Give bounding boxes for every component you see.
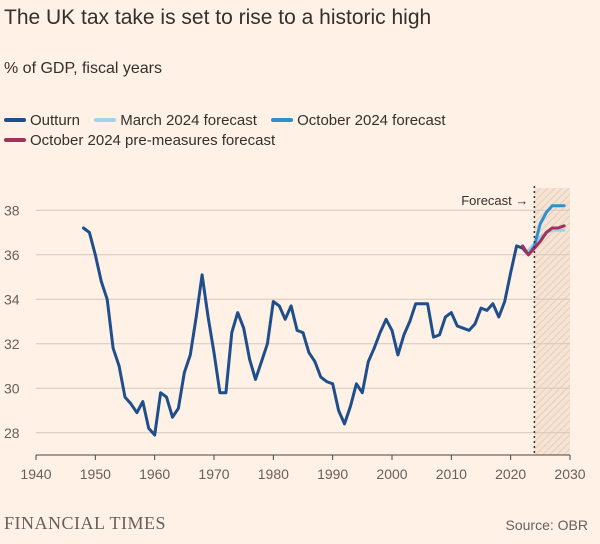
source-note: Source: OBR bbox=[505, 517, 588, 533]
x-tick-label: 2000 bbox=[376, 466, 407, 482]
y-tick-label: 30 bbox=[4, 380, 20, 396]
legend-label: Outturn bbox=[30, 112, 81, 129]
y-tick-label: 36 bbox=[4, 247, 20, 263]
chart-subtitle: % of GDP, fiscal years bbox=[4, 60, 162, 77]
line-chart: 28 30 32 34 36 38 1940 1950 1960 1970 1980 1990 200… bbox=[4, 186, 586, 482]
y-tick-label: 28 bbox=[4, 425, 20, 441]
x-tick-label: 1940 bbox=[20, 466, 51, 482]
x-tick-label: 2020 bbox=[495, 466, 526, 482]
legend-label: March 2024 forecast bbox=[120, 112, 257, 129]
forecast-annotation: Forecast → bbox=[461, 193, 528, 208]
x-tick-label: 1950 bbox=[80, 466, 111, 482]
legend-swatch bbox=[94, 118, 117, 123]
legend-item-october-2024-forecast: October 2024 forecast bbox=[271, 111, 446, 131]
chart-title: The UK tax take is set to rise to a hist… bbox=[4, 6, 432, 29]
legend-item-march-2024-forecast: March 2024 forecast bbox=[94, 111, 257, 131]
x-tick-label: 1990 bbox=[317, 466, 348, 482]
forecast-region bbox=[534, 188, 570, 455]
series-outturn bbox=[82, 226, 530, 437]
legend-swatch bbox=[4, 118, 26, 123]
x-tick-label: 2030 bbox=[554, 466, 585, 482]
x-tick-label: 2010 bbox=[436, 466, 467, 482]
y-tick-label: 32 bbox=[4, 336, 20, 352]
x-tick-label: 1960 bbox=[139, 466, 170, 482]
legend-item-october-2024-pre-measures: October 2024 pre-measures forecast bbox=[4, 131, 275, 151]
legend-label: October 2024 forecast bbox=[297, 112, 446, 129]
legend-label: October 2024 pre-measures forecast bbox=[30, 132, 276, 149]
legend-item-outturn: Outturn bbox=[4, 111, 80, 131]
y-tick-label: 34 bbox=[4, 291, 20, 307]
series-october-2024-pre-measures-forecast bbox=[521, 224, 566, 257]
y-tick-label: 38 bbox=[4, 202, 20, 218]
legend-swatch bbox=[4, 138, 26, 143]
legend: Outturn March 2024 forecast October 2024… bbox=[4, 111, 504, 151]
x-tick-label: 1980 bbox=[258, 466, 289, 482]
x-tick-label: 1970 bbox=[198, 466, 229, 482]
legend-swatch bbox=[271, 118, 294, 123]
ft-logo: FINANCIAL TIMES bbox=[4, 513, 167, 533]
